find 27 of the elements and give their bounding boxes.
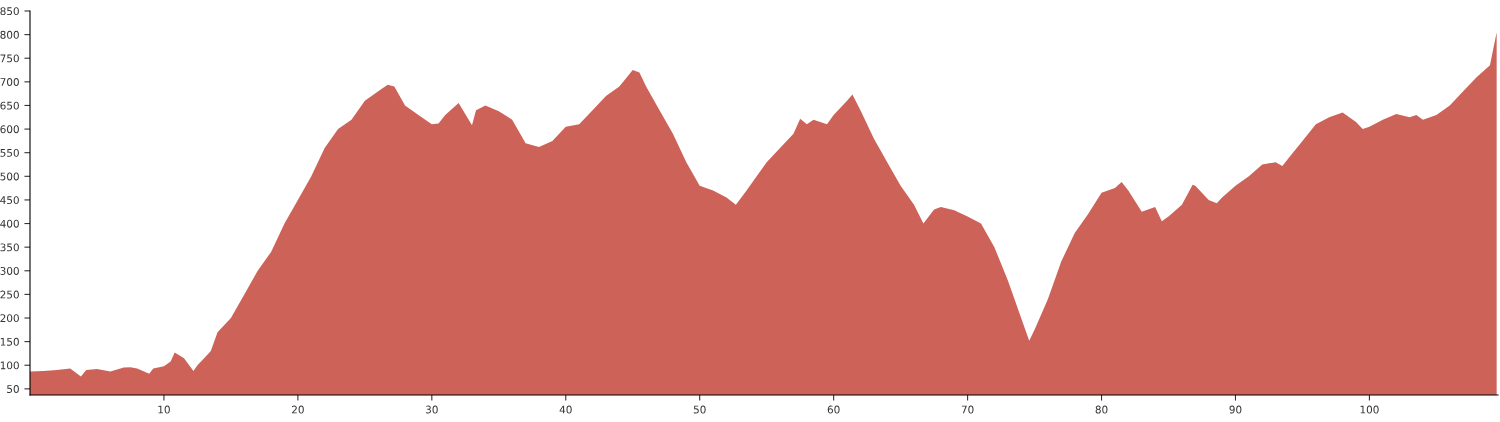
y-tick-label: 200 — [0, 314, 19, 323]
y-tick-label: 450 — [0, 196, 19, 205]
x-tick-label: 90 — [1229, 405, 1242, 414]
x-tick-label: 100 — [1360, 405, 1379, 414]
x-tick-label: 20 — [292, 405, 304, 414]
y-tick-label: 650 — [0, 101, 19, 110]
y-tick-label: 500 — [0, 172, 19, 181]
y-tick-label: 150 — [0, 337, 19, 346]
y-tick-label: 550 — [0, 148, 19, 157]
y-tick-label: 700 — [0, 78, 19, 86]
y-tick-label: 350 — [0, 243, 19, 252]
y-tick-label: 250 — [0, 290, 19, 299]
y-tick-label: 50 — [7, 385, 19, 393]
x-tick-label: 70 — [961, 405, 974, 414]
y-tick-label: 800 — [0, 30, 19, 39]
y-tick-label: 750 — [0, 54, 19, 63]
x-tick-label: 10 — [158, 405, 170, 414]
y-tick-label: 100 — [0, 361, 19, 370]
x-tick-label: 60 — [827, 405, 840, 414]
y-tick-label: 600 — [0, 125, 19, 134]
x-tick-label: 30 — [425, 405, 438, 414]
x-tick-label: 50 — [693, 405, 706, 414]
y-tick-label: 300 — [0, 267, 19, 275]
x-tick-label: 40 — [559, 405, 572, 414]
x-tick-label: 80 — [1095, 405, 1108, 414]
y-tick-label: 850 — [0, 7, 19, 16]
y-tick-label: 400 — [0, 219, 19, 228]
